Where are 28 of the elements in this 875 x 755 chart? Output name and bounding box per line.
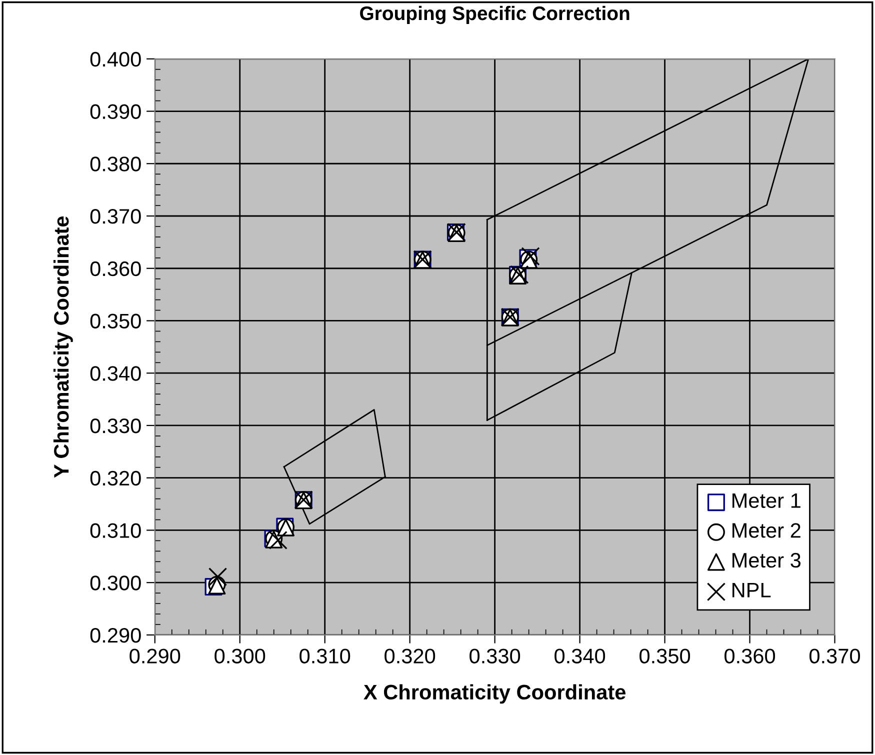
legend-label: NPL bbox=[732, 582, 771, 598]
x-tick-label: 0.340 bbox=[554, 648, 606, 664]
y-tick-label: 0.380 bbox=[90, 156, 141, 172]
legend-label: Meter 2 bbox=[732, 523, 800, 538]
y-tick-label: 0.320 bbox=[90, 470, 141, 486]
y-tick-label: 0.330 bbox=[90, 418, 141, 434]
y-tick-label: 0.310 bbox=[90, 523, 141, 538]
x-tick-label: 0.370 bbox=[810, 648, 860, 664]
y-axis-title: Y Chromaticity Coordinate bbox=[53, 216, 73, 478]
y-tick-label: 0.300 bbox=[90, 576, 141, 590]
x-tick-label: 0.320 bbox=[384, 648, 436, 664]
x-tick-label: 0.290 bbox=[130, 648, 180, 664]
y-tick-label: 0.390 bbox=[90, 104, 141, 120]
legend-label: Meter 3 bbox=[732, 552, 801, 568]
x-tick-label: 0.310 bbox=[300, 648, 350, 664]
x-tick-label: 0.330 bbox=[470, 648, 520, 664]
x-tick-label: 0.300 bbox=[214, 648, 266, 664]
x-tick-label: 0.350 bbox=[640, 648, 690, 664]
x-tick-label: 0.360 bbox=[724, 648, 776, 664]
y-tick-label: 0.400 bbox=[90, 52, 141, 67]
legend-label: Meter 1 bbox=[732, 493, 800, 508]
y-tick-label: 0.290 bbox=[90, 628, 141, 643]
y-tick-label: 0.350 bbox=[90, 314, 141, 328]
chart-title: Grouping Specific Correction bbox=[360, 6, 630, 24]
y-tick-label: 0.370 bbox=[90, 209, 141, 224]
y-tick-label: 0.360 bbox=[90, 261, 141, 276]
x-axis-title: X Chromaticity Coordinate bbox=[364, 684, 626, 704]
y-tick-label: 0.340 bbox=[90, 366, 141, 381]
